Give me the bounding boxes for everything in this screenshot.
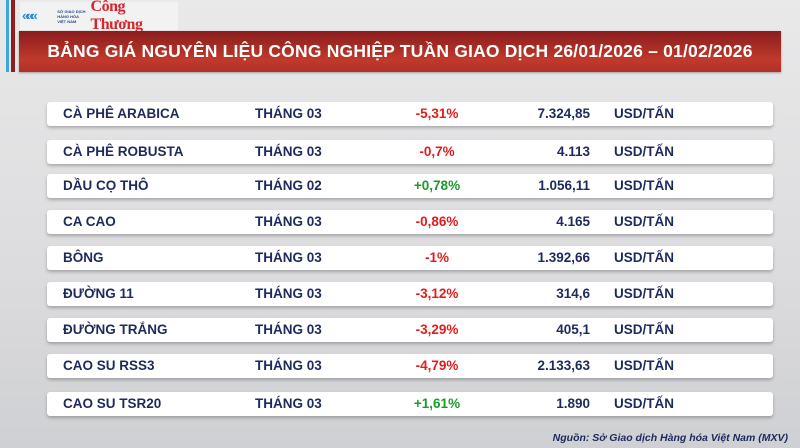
price-change: +0,78%	[413, 178, 461, 193]
price-unit: USD/TẤN	[614, 358, 674, 373]
price-change: -0,86%	[415, 214, 459, 229]
price-value: 2.133,63	[537, 358, 590, 373]
price-value: 314,6	[556, 286, 590, 301]
price-unit: USD/TẤN	[614, 214, 674, 229]
contract-month: THÁNG 03	[255, 322, 322, 337]
contract-month: THÁNG 03	[255, 358, 322, 373]
contract-month: THÁNG 03	[255, 250, 322, 265]
commodity-name: CA CAO	[63, 214, 116, 229]
commodity-name: CAO SU TSR20	[63, 396, 162, 411]
contract-month: THÁNG 03	[255, 286, 322, 301]
commodity-name: BÔNG	[63, 250, 104, 265]
price-change: -4,79%	[415, 358, 459, 373]
price-value: 4.165	[556, 214, 590, 229]
table-row: CA CAO THÁNG 03 -0,86% 4.165 USD/TẤN	[47, 210, 773, 234]
table-row: CÀ PHÊ ARABICA THÁNG 03 -5,31% 7.324,85 USD/…	[47, 102, 773, 126]
table-row: BÔNG THÁNG 03 -1% 1.392,66 USD/TẤN	[47, 246, 773, 270]
table-row: ĐƯỜNG TRẮNG THÁNG 03 -3,29% 405,1 USD/TẤN	[47, 318, 773, 342]
commodity-name: ĐƯỜNG TRẮNG	[63, 322, 168, 337]
price-change: -3,29%	[415, 322, 459, 337]
price-unit: USD/TẤN	[614, 178, 674, 193]
decor-stripe-red	[11, 0, 15, 72]
contract-month: THÁNG 03	[255, 396, 322, 411]
logo: ««« SỞ GIAO DỊCH HÀNG HÓA VIỆT NAM Công …	[20, 0, 178, 33]
contract-month: THÁNG 03	[255, 214, 322, 229]
price-unit: USD/TẤN	[614, 106, 674, 121]
table-row: CÀ PHÊ ROBUSTA THÁNG 03 -0,7% 4.113 USD/TẤN	[47, 140, 773, 164]
price-value: 1.056,11	[538, 178, 590, 193]
decor-stripe-blue	[6, 0, 9, 72]
contract-month: THÁNG 03	[255, 106, 322, 121]
commodity-name: CÀ PHÊ ROBUSTA	[63, 144, 184, 159]
price-unit: USD/TẤN	[614, 144, 674, 159]
price-unit: USD/TẤN	[614, 250, 674, 265]
price-change: -0,7%	[419, 144, 455, 159]
price-unit: USD/TẤN	[614, 322, 674, 337]
price-value: 4.113	[556, 144, 590, 159]
price-value: 1.890	[556, 396, 590, 411]
price-unit: USD/TẤN	[614, 396, 674, 411]
commodity-name: ĐƯỜNG 11	[63, 286, 134, 301]
price-value: 405,1	[556, 322, 590, 337]
table-row: CAO SU TSR20 THÁNG 03 +1,61% 1.890 USD/TẤN	[47, 392, 773, 416]
source-note: Nguồn: Sở Giao dịch Hàng hóa Việt Nam (M…	[552, 432, 788, 444]
logo-brand: Công Thương	[90, 0, 143, 33]
page-title: BẢNG GIÁ NGUYÊN LIỆU CÔNG NGHIỆP TUẦN GI…	[19, 31, 781, 72]
logo-org-text: SỞ GIAO DỊCH HÀNG HÓA VIỆT NAM	[57, 8, 86, 24]
contract-month: THÁNG 02	[255, 178, 322, 193]
mxv-logo-icon: «««	[22, 8, 38, 23]
table-row: DẦU CỌ THÔ THÁNG 02 +0,78% 1.056,11 USD/TẤN	[47, 174, 773, 198]
contract-month: THÁNG 03	[255, 144, 322, 159]
commodity-name: CAO SU RSS3	[63, 358, 155, 373]
price-change: -3,12%	[415, 286, 459, 301]
price-change: +1,61%	[413, 396, 461, 411]
price-change: -1%	[424, 250, 449, 265]
price-value: 1.392,66	[537, 250, 590, 265]
table-row: ĐƯỜNG 11 THÁNG 03 -3,12% 314,6 USD/TẤN	[47, 282, 773, 306]
price-value: 7.324,85	[537, 106, 590, 121]
commodity-name: CÀ PHÊ ARABICA	[63, 106, 180, 121]
commodity-name: DẦU CỌ THÔ	[63, 178, 149, 193]
price-change: -5,31%	[415, 106, 459, 121]
table-row: CAO SU RSS3 THÁNG 03 -4,79% 2.133,63 USD/TẤN	[47, 354, 773, 378]
price-unit: USD/TẤN	[614, 286, 674, 301]
